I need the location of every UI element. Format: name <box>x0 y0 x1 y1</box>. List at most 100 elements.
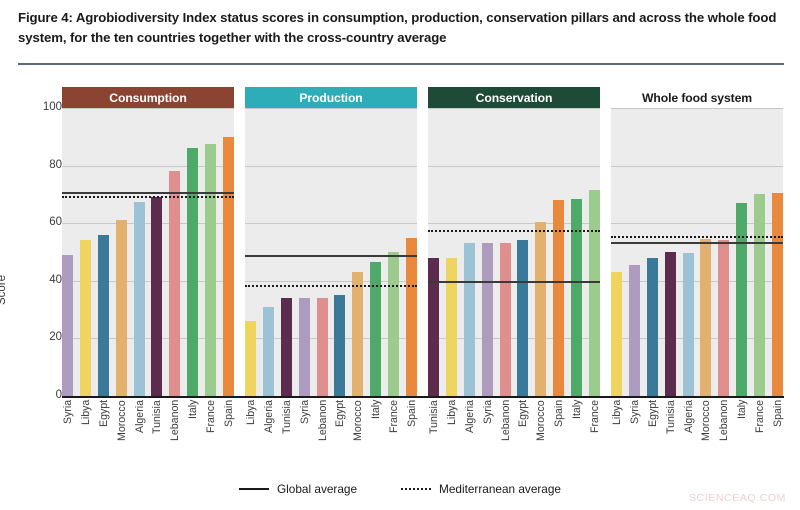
x-label-morocco: Morocco <box>535 400 548 441</box>
x-label-italy: Italy <box>736 400 749 420</box>
bar-egypt[interactable] <box>97 234 109 396</box>
bar-france[interactable] <box>588 190 600 396</box>
bar-algeria[interactable] <box>262 306 274 396</box>
bar-spain[interactable] <box>222 136 234 396</box>
panel-header-whole-food-system: Whole food system <box>641 90 753 105</box>
panel-body <box>245 108 417 396</box>
y-tick-40: 40 <box>49 273 62 286</box>
bar-syria[interactable] <box>481 243 493 396</box>
x-label-morocco: Morocco <box>352 400 365 441</box>
legend-label: Global average <box>277 482 358 496</box>
gridline-40 <box>62 280 234 282</box>
watermark: SCIENCEAQ.COM <box>688 492 786 504</box>
bar-tunisia[interactable] <box>428 257 439 396</box>
x-axis-labels: Libya Algeria Tunisia Syria Lebanon Egypt Moro… <box>245 400 418 480</box>
gridline-60 <box>62 223 234 225</box>
global-average-line <box>62 191 234 194</box>
bar-egypt[interactable] <box>334 295 346 396</box>
bar-lebanon[interactable] <box>718 240 730 396</box>
x-label-egypt: Egypt <box>97 400 110 428</box>
bar-syria[interactable] <box>298 298 310 396</box>
figure-caption: Figure 4: Agrobiodiversity Index status … <box>18 10 777 45</box>
bar-group <box>611 108 783 396</box>
chart-plot-area: Score 100 80 60 40 20 0 Consumption Syria Libya… <box>0 70 800 480</box>
bar-morocco[interactable] <box>535 221 547 396</box>
x-label-italy: Italy <box>370 400 383 420</box>
bar-italy[interactable] <box>370 262 382 396</box>
bar-libya[interactable] <box>611 272 622 396</box>
legend-item-mediterranean-average[interactable]: Mediterranean average <box>401 482 561 496</box>
bar-france[interactable] <box>205 144 216 396</box>
bar-morocco[interactable] <box>700 239 712 396</box>
bar-morocco[interactable] <box>352 272 364 396</box>
bar-italy[interactable] <box>187 148 199 396</box>
bar-italy[interactable] <box>736 203 748 396</box>
bar-lebanon[interactable] <box>169 171 181 396</box>
bar-egypt[interactable] <box>517 240 529 396</box>
gridline-100 <box>428 108 600 109</box>
gridline-80 <box>245 165 417 167</box>
bar-tunisia[interactable] <box>664 252 676 396</box>
bar-egypt[interactable] <box>646 257 658 396</box>
bar-france[interactable] <box>388 252 399 396</box>
x-label-algeria: Algeria <box>133 400 146 433</box>
bar-syria[interactable] <box>628 264 640 396</box>
bar-tunisia[interactable] <box>151 197 163 396</box>
legend-label: Mediterranean average <box>439 482 561 496</box>
x-label-syria: Syria <box>628 400 641 425</box>
panel-production: Production Libya Algeria Tunisia Syria Lebano… <box>245 70 418 480</box>
x-label-tunisia: Tunisia <box>428 400 440 434</box>
bar-france[interactable] <box>754 194 765 396</box>
mediterranean-average-line <box>611 236 783 239</box>
x-label-france: France <box>388 400 400 433</box>
y-axis-label: Score <box>0 274 8 305</box>
solid-line-icon <box>239 488 269 490</box>
x-label-libya: Libya <box>611 400 623 426</box>
bar-algeria[interactable] <box>682 253 694 396</box>
chart-legend: Global average Mediterranean average <box>0 482 800 496</box>
bar-algeria[interactable] <box>463 243 475 396</box>
bar-syria[interactable] <box>62 254 73 396</box>
x-label-morocco: Morocco <box>115 400 128 441</box>
x-label-tunisia: Tunisia <box>151 400 164 434</box>
global-average-line <box>428 280 600 283</box>
x-label-egypt: Egypt <box>334 400 347 428</box>
bar-libya[interactable] <box>445 257 457 396</box>
bar-tunisia[interactable] <box>280 298 292 396</box>
panel-conservation: Conservation Tunisia Libya Algeria Syria Leba… <box>428 70 601 480</box>
x-axis-labels: Tunisia Libya Algeria Syria Lebanon Egypt Moro… <box>428 400 601 480</box>
y-axis-ticks: 100 80 60 40 20 0 <box>24 70 62 480</box>
gridline-100 <box>611 108 783 109</box>
gridline-100 <box>245 108 417 109</box>
y-tick-20: 20 <box>49 331 62 344</box>
global-average-line <box>245 254 417 257</box>
x-label-tunisia: Tunisia <box>664 400 677 434</box>
bar-libya[interactable] <box>79 240 91 396</box>
bar-lebanon[interactable] <box>499 243 511 396</box>
bar-lebanon[interactable] <box>316 298 328 396</box>
bar-libya[interactable] <box>245 321 256 396</box>
mediterranean-average-line <box>62 195 234 198</box>
x-label-lebanon: Lebanon <box>316 400 329 442</box>
bar-algeria[interactable] <box>133 201 145 396</box>
bar-spain[interactable] <box>405 237 417 396</box>
bar-italy[interactable] <box>571 198 582 396</box>
legend-item-global-average[interactable]: Global average <box>239 482 357 496</box>
bar-morocco[interactable] <box>115 220 127 396</box>
bar-spain[interactable] <box>771 192 783 396</box>
x-label-algeria: Algeria <box>262 400 275 433</box>
gridline-100 <box>62 108 234 109</box>
x-axis-labels: Libya Syria Egypt Tunisia Algeria Morocco Leba… <box>611 400 784 480</box>
bar-spain[interactable] <box>553 200 565 396</box>
x-label-tunisia: Tunisia <box>280 400 293 434</box>
x-label-france: France <box>205 400 217 433</box>
panel-whole-food-system: Whole food system Libya Syria Egypt Tunisia A… <box>611 70 784 480</box>
x-label-syria: Syria <box>62 400 74 425</box>
gridline-40 <box>245 280 417 282</box>
x-label-syria: Syria <box>481 400 494 425</box>
bar-group <box>245 108 417 396</box>
global-average-line <box>611 241 783 244</box>
x-label-lebanon: Lebanon <box>718 400 731 442</box>
x-label-libya: Libya <box>245 400 257 426</box>
x-label-lebanon: Lebanon <box>169 400 182 442</box>
